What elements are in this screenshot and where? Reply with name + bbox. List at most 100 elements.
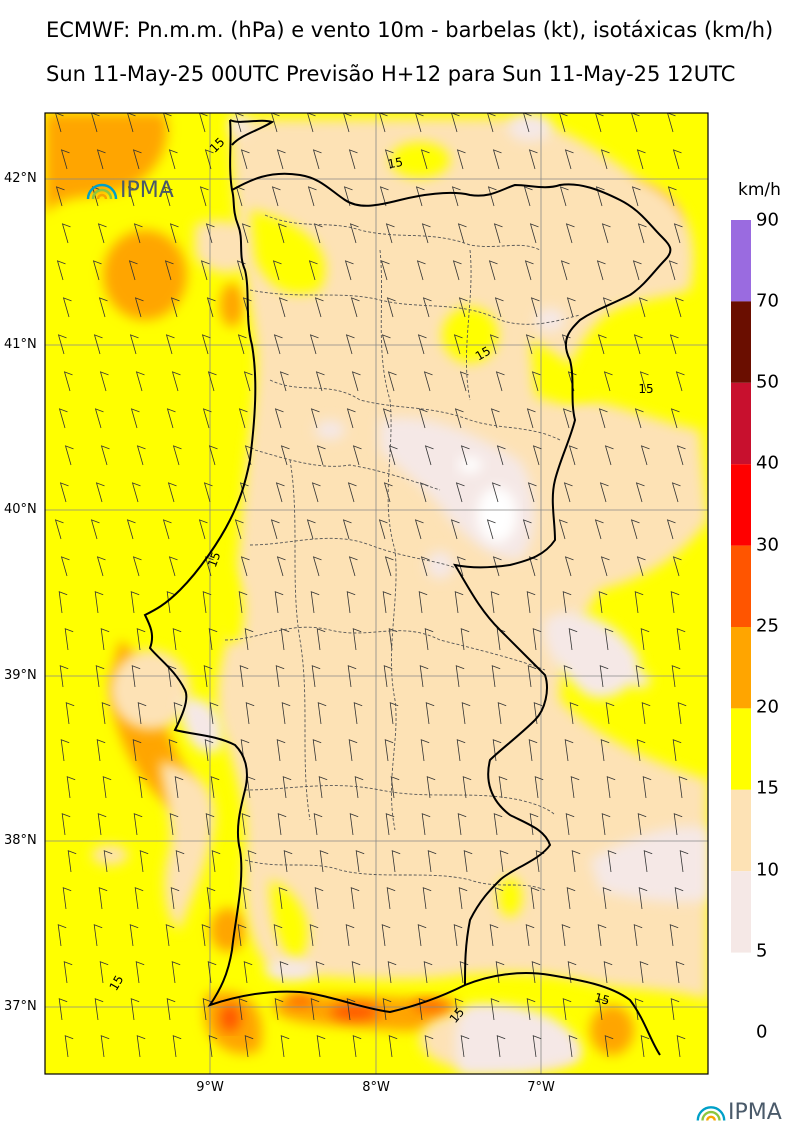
wind-barb — [274, 408, 284, 429]
wind-barb — [22, 925, 30, 946]
wind-barb — [168, 739, 178, 762]
wind-barb — [26, 557, 34, 576]
wind-barb — [136, 1035, 146, 1058]
wind-barb — [307, 186, 317, 207]
wind-barb — [635, 665, 645, 688]
wind-barb — [456, 149, 466, 170]
coastline-border — [143, 119, 672, 1056]
wind-barb — [199, 113, 208, 133]
contour-label: 15 — [593, 990, 611, 1007]
wind-barb — [347, 665, 357, 688]
wind-barb — [205, 813, 215, 836]
wind-barb — [348, 556, 358, 577]
wind-barb — [345, 924, 355, 947]
wind-barb — [132, 149, 142, 170]
wind-barb — [531, 961, 541, 984]
wind-barb — [603, 961, 613, 984]
wind-barb — [312, 739, 322, 762]
wind-barb — [129, 334, 139, 355]
contour-label: 15 — [473, 344, 493, 364]
wind-barb — [486, 519, 496, 540]
wind-barb — [566, 297, 576, 318]
wind-barb — [454, 408, 464, 429]
wind-barb — [672, 556, 682, 577]
wind-barb — [276, 556, 286, 577]
wind-barb — [558, 519, 568, 540]
band-5-10-alentejo-e — [544, 612, 640, 699]
wind-barb — [460, 628, 470, 651]
wind-barb — [237, 334, 247, 355]
wind-barb — [169, 223, 179, 244]
wind-barb — [426, 776, 436, 799]
wind-barb — [491, 482, 501, 503]
wind-barb — [631, 113, 640, 133]
wind-barb — [279, 961, 289, 984]
wind-barb — [313, 76, 321, 95]
colorbar-label: 15 — [756, 777, 779, 799]
wind-barb — [487, 186, 497, 207]
wind-barb — [64, 1035, 74, 1058]
wind-barb — [390, 776, 400, 799]
wind-barb — [488, 260, 498, 281]
wind-barb — [674, 887, 684, 910]
wind-barb — [311, 482, 321, 503]
graticule — [45, 113, 708, 1074]
wind-barb — [527, 482, 537, 503]
wind-barb — [599, 665, 609, 688]
wind-barb — [456, 556, 466, 577]
wind-barb — [633, 924, 643, 947]
wind-barb — [127, 186, 137, 207]
wind-barb — [598, 998, 608, 1021]
wind-barb — [640, 1035, 650, 1058]
wind-barb — [349, 223, 359, 244]
wind-barb — [102, 776, 112, 799]
wind-barb — [350, 887, 360, 910]
wind-barb — [23, 592, 31, 613]
lat-label-40: 40°N — [4, 502, 37, 517]
wind-barb — [276, 739, 286, 762]
colorbar-segment — [731, 627, 751, 709]
wind-barb — [416, 260, 426, 281]
wind-barb — [211, 850, 221, 873]
wind-barb — [240, 739, 250, 762]
wind-barb — [30, 703, 38, 724]
band-20-25-nw — [45, 113, 168, 215]
wind-barb — [131, 665, 141, 688]
wind-barb — [171, 371, 181, 392]
wind-barb — [54, 519, 64, 540]
wind-barb — [169, 76, 177, 95]
colorbar-segment — [731, 708, 751, 790]
wind-barb — [490, 591, 500, 614]
wind-barb — [204, 149, 214, 170]
wind-barb — [459, 371, 469, 392]
wind-barb — [277, 223, 287, 244]
wind-barb — [316, 628, 326, 651]
wind-barb — [63, 371, 73, 392]
wind-barb — [382, 408, 392, 429]
wind-barb — [534, 776, 544, 799]
wind-barb — [32, 851, 40, 872]
wind-barb — [451, 186, 461, 207]
wind-barb — [241, 223, 251, 244]
wind-barb — [103, 850, 113, 873]
wind-barb — [462, 776, 472, 799]
wind-barb — [679, 850, 689, 873]
wind-barb — [561, 924, 571, 947]
wind-barb — [347, 482, 357, 503]
wind-barb — [532, 445, 542, 466]
wind-barb — [492, 149, 502, 170]
wind-barb — [26, 150, 34, 169]
wind-barb — [422, 887, 432, 910]
wind-barb — [210, 776, 220, 799]
wind-barb — [600, 149, 610, 170]
wind-barb — [64, 445, 74, 466]
wind-barb — [170, 887, 180, 910]
wind-barb — [532, 1035, 542, 1058]
wind-barb — [490, 408, 500, 429]
wind-barb — [495, 371, 505, 392]
wind-barb — [422, 297, 432, 318]
wind-barb — [202, 998, 212, 1021]
wind-barb — [458, 297, 468, 318]
wind-barb — [241, 813, 251, 836]
wind-barb — [599, 482, 609, 503]
